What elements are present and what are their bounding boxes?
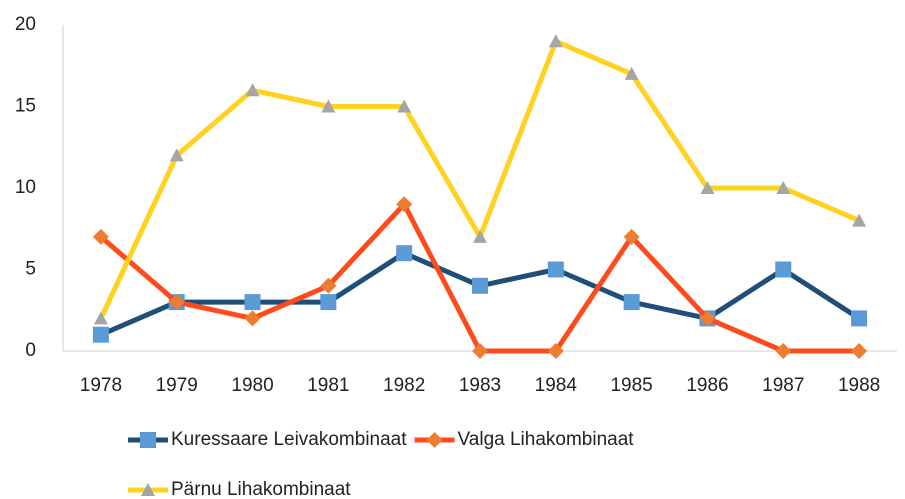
series-line: [99, 250, 861, 337]
marker: [244, 294, 261, 311]
marker: [851, 343, 868, 359]
legend-label: Kuressaare Leivakombinaat: [171, 429, 407, 450]
legend-label: Pärnu Lihakombinaat: [171, 479, 351, 499]
marker: [548, 34, 563, 48]
marker: [426, 432, 443, 448]
y-tick-label: 5: [25, 259, 36, 280]
marker: [472, 343, 488, 359]
marker: [168, 294, 185, 311]
marker: [624, 66, 639, 80]
marker: [623, 228, 640, 245]
x-tick-label: 1987: [762, 375, 804, 396]
x-tick-label: 1985: [610, 375, 652, 396]
marker: [776, 181, 791, 194]
x-tick-label: 1980: [231, 375, 273, 396]
marker: [547, 261, 564, 278]
marker: [851, 310, 868, 327]
marker: [699, 310, 716, 327]
marker: [397, 99, 412, 113]
x-tick-label: 1983: [459, 375, 501, 396]
marker: [320, 294, 337, 311]
marker: [852, 213, 867, 227]
x-tick-label: 1982: [383, 375, 425, 396]
marker: [547, 343, 564, 359]
marker: [169, 148, 184, 162]
y-tick-label: 15: [15, 96, 36, 117]
marker: [140, 432, 156, 448]
marker: [623, 294, 640, 311]
marker: [473, 229, 487, 243]
marker: [775, 343, 792, 359]
x-tick-label: 1978: [80, 375, 122, 396]
x-tick-label: 1988: [838, 375, 880, 396]
marker: [245, 83, 260, 97]
marker: [244, 310, 261, 327]
x-tick-label: 1981: [307, 375, 349, 396]
marker: [700, 181, 715, 194]
marker: [320, 277, 337, 294]
y-tick-label: 0: [25, 340, 36, 361]
marker: [775, 261, 792, 278]
series-line: [98, 38, 861, 320]
marker: [472, 277, 488, 294]
marker: [321, 99, 336, 113]
marker: [396, 245, 413, 262]
x-tick-label: 1986: [686, 375, 728, 396]
marker: [93, 311, 108, 325]
marker: [141, 483, 155, 496]
legend-label: Valga Lihakombinaat: [458, 429, 635, 450]
series-line: [99, 201, 860, 354]
x-tick-label: 1979: [156, 375, 198, 396]
x-tick-label: 1984: [535, 375, 578, 396]
y-tick-label: 20: [15, 14, 36, 35]
marker: [396, 196, 413, 213]
marker: [92, 228, 109, 245]
y-tick-label: 10: [15, 177, 36, 198]
marker: [92, 326, 109, 343]
